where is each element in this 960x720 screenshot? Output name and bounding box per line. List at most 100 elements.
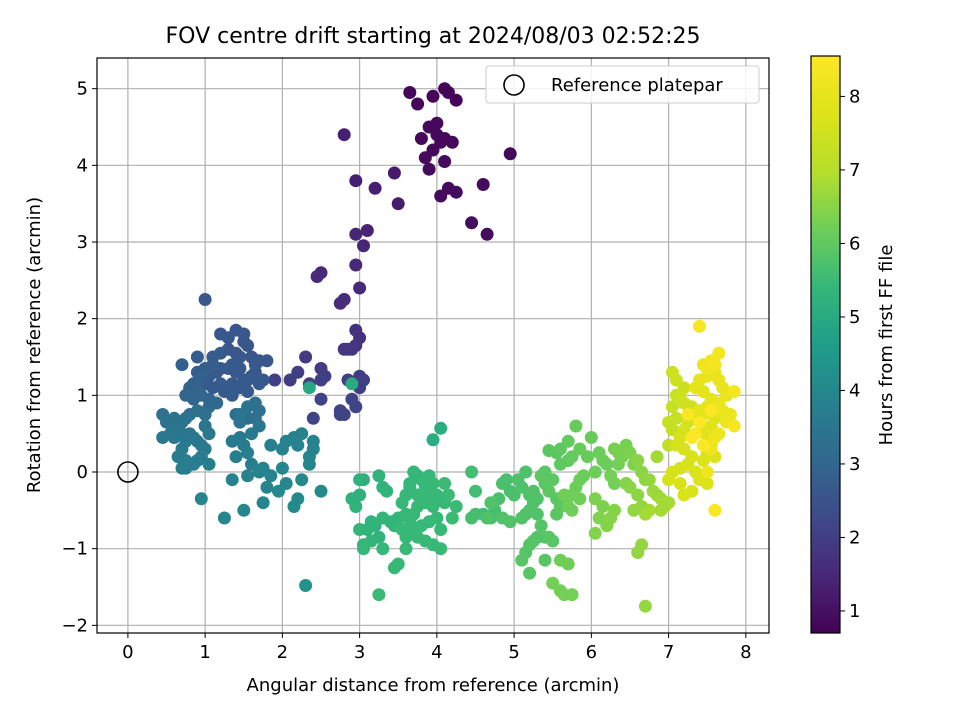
data-point <box>333 296 347 310</box>
data-point <box>318 369 332 383</box>
data-point <box>596 500 610 513</box>
data-point <box>376 542 390 556</box>
y-axis-ticks: −2 −1 0 1 2 3 4 5 <box>61 79 97 636</box>
colorbar-tick-label: 4 <box>849 380 860 401</box>
data-point <box>353 281 367 295</box>
colorbar: 1 2 3 4 5 6 7 8 Hours from first FF file <box>810 55 897 634</box>
data-point <box>372 469 386 483</box>
data-point <box>418 151 432 165</box>
reference-marker <box>117 461 139 483</box>
plot-frame <box>96 57 770 634</box>
data-point <box>465 511 479 525</box>
data-point <box>260 480 274 494</box>
data-point <box>349 174 363 188</box>
data-point <box>565 588 579 602</box>
data-point <box>689 465 703 479</box>
data-point <box>573 492 587 506</box>
data-point <box>445 511 459 525</box>
data-point <box>241 339 255 352</box>
data-point <box>353 488 367 502</box>
data-point <box>272 484 285 498</box>
data-point <box>179 434 193 448</box>
x-axis-ticks: 0 1 2 3 4 5 6 7 8 <box>122 633 752 663</box>
data-point <box>662 473 676 487</box>
data-point <box>349 400 363 414</box>
data-point <box>469 484 482 498</box>
data-point <box>445 135 459 149</box>
data-point <box>557 488 571 502</box>
data-point <box>194 492 208 506</box>
data-point <box>349 227 363 241</box>
data-point <box>665 365 679 379</box>
data-point <box>217 381 231 395</box>
data-point <box>503 147 517 161</box>
data-point <box>650 450 664 464</box>
data-point <box>480 227 494 241</box>
data-point <box>426 433 440 447</box>
data-point <box>411 488 425 502</box>
data-point <box>465 216 479 230</box>
data-point <box>627 503 641 517</box>
data-point <box>260 354 274 368</box>
data-point <box>283 373 297 387</box>
colorbar-tick-label: 3 <box>849 454 860 475</box>
y-tick-label: 3 <box>77 232 88 253</box>
data-point <box>708 358 722 372</box>
data-point <box>685 484 699 498</box>
data-point <box>202 427 216 441</box>
data-point <box>229 450 243 464</box>
data-point <box>214 346 228 360</box>
data-point <box>681 408 695 421</box>
data-point <box>542 530 556 544</box>
data-point <box>430 116 444 130</box>
data-point <box>295 473 309 487</box>
y-tick-label: 0 <box>77 462 88 483</box>
data-point <box>696 438 710 452</box>
data-point <box>708 503 722 517</box>
data-point <box>349 500 363 513</box>
y-tick-label: 2 <box>77 309 88 330</box>
data-point <box>561 557 575 571</box>
x-tick-label: 7 <box>663 642 674 663</box>
data-point <box>727 385 741 398</box>
data-point <box>391 197 405 211</box>
data-point <box>704 404 718 418</box>
data-point <box>252 419 266 433</box>
data-point <box>156 431 170 444</box>
plot-area: 0 1 2 3 4 5 6 7 8 −2 −1 0 1 2 3 4 5 <box>61 57 770 663</box>
data-point <box>233 362 247 375</box>
data-point <box>306 434 320 448</box>
data-point <box>438 155 452 168</box>
data-point <box>712 346 726 360</box>
data-point <box>538 553 552 567</box>
data-point <box>190 350 204 364</box>
data-point <box>693 415 706 429</box>
data-point <box>534 469 548 483</box>
data-point <box>638 599 652 613</box>
data-point <box>291 438 305 452</box>
data-point <box>368 181 382 195</box>
data-point <box>337 128 351 142</box>
data-point <box>519 465 533 479</box>
data-point <box>310 270 324 283</box>
data-point <box>252 373 266 387</box>
data-point <box>534 519 548 533</box>
data-point <box>217 511 231 525</box>
data-point <box>414 132 428 145</box>
data-point <box>299 579 313 592</box>
y-tick-label: 1 <box>77 385 88 406</box>
data-point <box>700 477 714 490</box>
data-point <box>256 496 270 510</box>
x-tick-label: 6 <box>586 642 597 663</box>
data-point <box>264 438 278 452</box>
data-point <box>360 224 374 237</box>
data-point <box>387 561 401 575</box>
data-point <box>403 477 417 490</box>
data-point <box>175 358 189 372</box>
data-point <box>411 97 425 111</box>
data-point <box>426 89 440 103</box>
data-point <box>642 473 656 487</box>
y-tick-label: −1 <box>61 539 88 560</box>
data-point <box>449 93 463 107</box>
data-point <box>299 350 313 364</box>
